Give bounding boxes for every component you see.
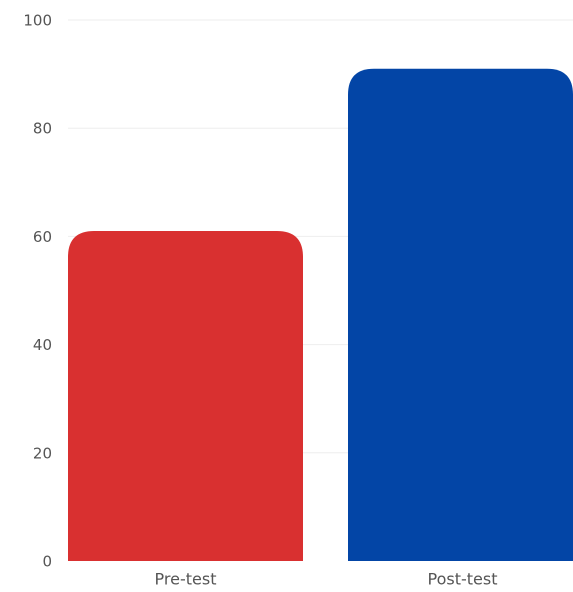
y-tick-label: 0: [42, 553, 52, 571]
bars: [68, 68, 573, 562]
y-tick-label: 40: [33, 336, 52, 354]
x-tick-label: Post-test: [428, 570, 498, 589]
bar-post-test: [348, 68, 573, 561]
y-tick-label: 80: [33, 120, 52, 138]
x-axis-tick-labels: Pre-test Post-test: [155, 570, 498, 589]
x-tick-label: Pre-test: [155, 570, 217, 589]
y-tick-label: 60: [33, 228, 52, 246]
y-axis-tick-labels: 0 20 40 60 80 100: [23, 12, 52, 571]
y-tick-label: 20: [33, 444, 52, 462]
bar-pre-test: [68, 230, 303, 562]
y-tick-label: 100: [23, 12, 52, 30]
